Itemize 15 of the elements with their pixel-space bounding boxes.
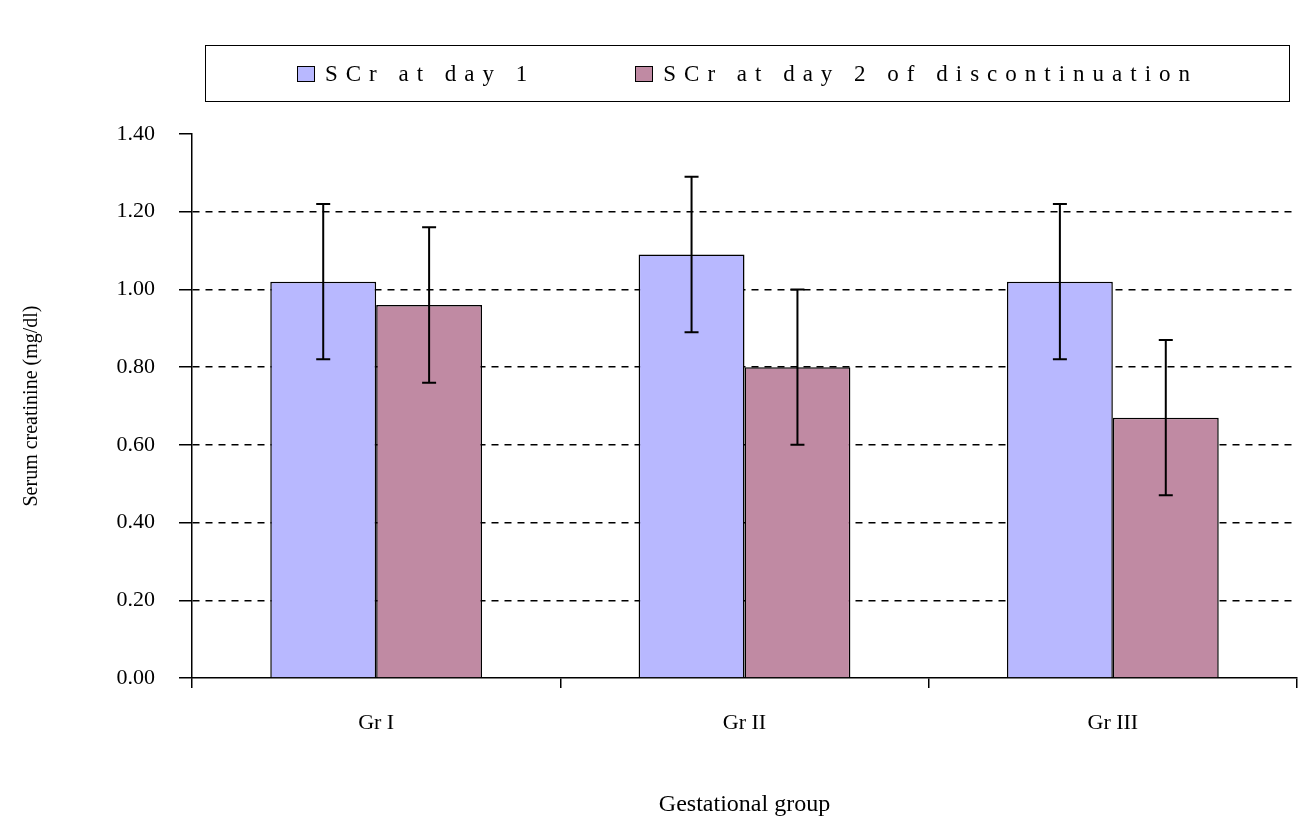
y-tick-label: 0.40 [116,508,155,534]
x-tick-label: Gr I [358,708,395,734]
legend-label: SCr at day 2 of discontinuation [663,60,1199,87]
y-tick-label: 1.40 [116,119,155,145]
y-tick-label: 0.80 [116,352,155,378]
x-axis-title: Gestational group [658,789,831,816]
y-tick-label: 1.00 [116,275,155,301]
y-tick-label: 1.20 [116,197,155,223]
y-tick-label: 0.00 [116,663,155,689]
y-tick-label: 0.20 [116,586,155,612]
x-tick-label: Gr II [722,708,767,734]
y-axis-title: Serum creatinine (mg/dl) [19,305,43,507]
x-tick-label: Gr III [1087,708,1139,734]
legend-label: SCr at day 1 [324,60,536,87]
y-tick-label: 0.60 [116,430,155,456]
